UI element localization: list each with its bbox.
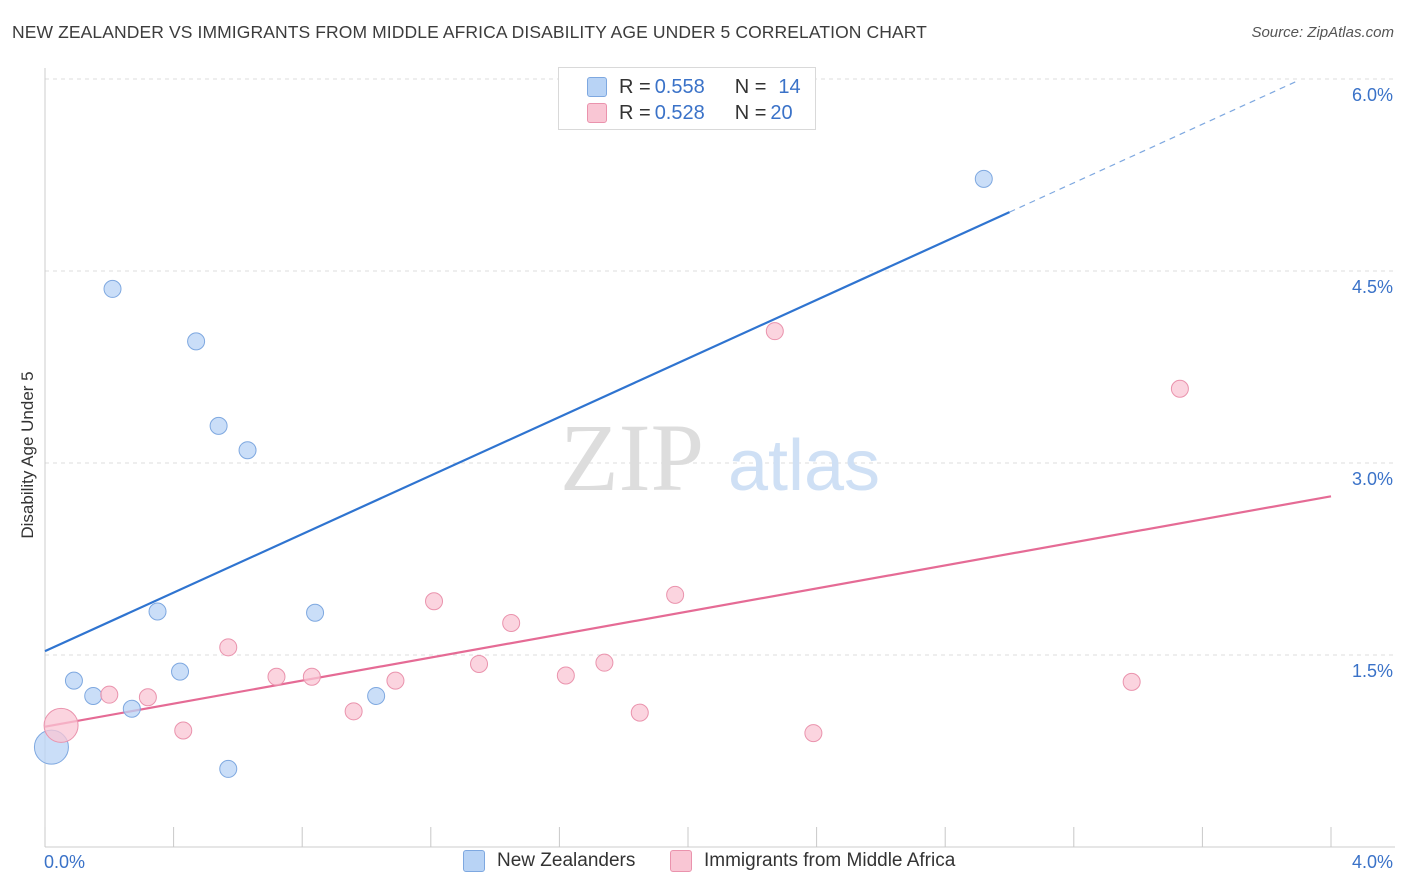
point-new-zealanders [187, 332, 206, 351]
point-middle-africa [630, 703, 649, 722]
point-middle-africa [43, 707, 79, 743]
legend-row-new-zealanders: R = 0.558 N = 14 [619, 75, 801, 99]
point-middle-africa [595, 653, 614, 672]
trend-line-extension-new-zealanders [1009, 79, 1300, 213]
legend-item-middle-africa: Immigrants from Middle Africa [670, 850, 955, 872]
legend-label-middle-africa: Immigrants from Middle Africa [704, 850, 956, 871]
legend-swatch-new-zealanders [587, 77, 607, 97]
point-middle-africa [138, 688, 157, 707]
watermark: ZIP atlas [560, 404, 880, 511]
point-new-zealanders [238, 441, 257, 460]
point-new-zealanders [171, 662, 190, 681]
x-tick-label-max: 4.0% [1351, 852, 1393, 872]
point-middle-africa [100, 685, 119, 704]
point-middle-africa [174, 721, 193, 740]
point-middle-africa [666, 585, 685, 604]
point-new-zealanders [148, 602, 167, 621]
axes [44, 68, 1395, 848]
legend-swatch-new-zealanders [463, 850, 485, 872]
point-middle-africa [344, 702, 363, 721]
point-middle-africa [556, 666, 575, 685]
point-new-zealanders [367, 686, 386, 705]
y-tick-label: 3.0% [1351, 469, 1393, 489]
n-label: N = [734, 75, 767, 98]
trend-line-middle-africa [44, 495, 1332, 728]
point-new-zealanders [103, 279, 122, 298]
watermark-atlas: atlas [728, 426, 880, 506]
n-label: N = [734, 101, 767, 124]
point-new-zealanders [306, 603, 325, 622]
y-tick-label: 4.5% [1351, 277, 1393, 297]
point-middle-africa [765, 322, 784, 341]
point-middle-africa [302, 667, 321, 686]
point-new-zealanders [84, 686, 103, 705]
point-new-zealanders [219, 759, 238, 778]
point-middle-africa [1122, 672, 1141, 691]
source-label: Source: ZipAtlas.com [1251, 24, 1394, 41]
point-middle-africa [386, 671, 405, 690]
r-value: 0.528 [654, 101, 705, 124]
point-new-zealanders [64, 671, 83, 690]
n-value: 14 [778, 75, 801, 98]
trend-lines [44, 79, 1332, 728]
watermark-zip: ZIP [560, 404, 704, 511]
point-middle-africa [425, 592, 444, 611]
y-tick-label: 1.5% [1351, 661, 1393, 681]
y-tick-label: 6.0% [1351, 85, 1393, 105]
point-middle-africa [219, 638, 238, 657]
legend-swatch-middle-africa [587, 103, 607, 123]
x-tick-label-min: 0.0% [44, 852, 86, 872]
point-middle-africa [1170, 379, 1189, 398]
legend-item-new-zealanders: New Zealanders [463, 850, 635, 872]
series-legend: New Zealanders Immigrants from Middle Af… [0, 850, 1406, 878]
data-points [33, 169, 1189, 778]
point-new-zealanders [209, 416, 228, 435]
point-middle-africa [267, 667, 286, 686]
point-middle-africa [804, 724, 823, 743]
legend-label-new-zealanders: New Zealanders [497, 850, 636, 871]
n-value: 20 [770, 101, 793, 124]
r-label: R = [619, 75, 651, 98]
chart-title: NEW ZEALANDER VS IMMIGRANTS FROM MIDDLE … [12, 22, 927, 42]
point-new-zealanders [974, 169, 993, 188]
point-middle-africa [502, 614, 521, 632]
legend-row-middle-africa: R = 0.528 N = 20 [619, 101, 793, 125]
r-value: 0.558 [654, 75, 705, 98]
trend-line-new-zealanders [44, 211, 1010, 653]
r-label: R = [619, 101, 651, 124]
grid-lines [45, 78, 1395, 656]
legend-swatch-middle-africa [670, 850, 692, 872]
point-new-zealanders [122, 699, 141, 718]
point-middle-africa [470, 654, 489, 673]
stats-legend: R = 0.558 N = 14 R = 0.528 N = 20 [558, 67, 816, 130]
